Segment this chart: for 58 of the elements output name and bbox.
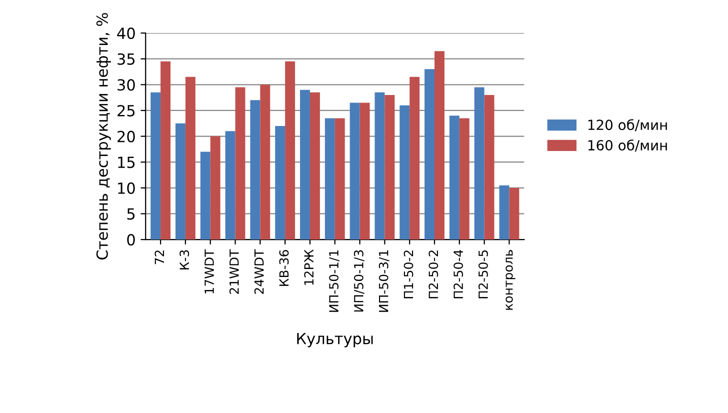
x-tick-label: ИП/50-1/3 <box>354 250 364 312</box>
bar <box>384 94 395 240</box>
legend-label: 160 об/мин <box>588 140 667 152</box>
bar <box>400 105 410 240</box>
x-tick-label: ИП-50-1/1 <box>329 250 340 312</box>
bar <box>424 69 434 240</box>
x-tick-label: 72 <box>154 250 164 264</box>
bar <box>225 131 236 240</box>
x-tick-label: П1-50-2 <box>404 250 414 298</box>
x-tick-label: ИП-50-3/1 <box>378 250 390 312</box>
bar <box>324 118 335 240</box>
bar <box>449 116 460 240</box>
legend-label: 120 об/мин <box>588 119 667 132</box>
y-tick-label: 15 <box>118 156 135 168</box>
bar <box>410 76 420 240</box>
x-tick-label: 21WDT <box>229 249 239 294</box>
y-tick-label: 10 <box>118 182 135 194</box>
bar <box>150 92 161 240</box>
bar <box>360 102 370 240</box>
x-tick-label: П2-50-2 <box>428 250 438 298</box>
y-axis-title: Степень деструкции нефти, % <box>96 13 111 260</box>
x-tick-label: 24WDT <box>254 249 264 294</box>
x-tick-label: К-3 <box>180 250 190 270</box>
bar <box>434 51 444 240</box>
y-tick-label: 0 <box>127 234 135 246</box>
bar <box>275 126 286 240</box>
y-tick-label: 30 <box>118 79 135 91</box>
x-tick-label: 17WDT <box>204 249 214 294</box>
x-tick-label: 12РЖ <box>304 250 314 285</box>
bar <box>474 87 484 240</box>
x-tick-label: контроль <box>506 250 516 310</box>
bar <box>334 118 345 240</box>
x-tick-label: КВ-36 <box>279 250 289 286</box>
bar <box>200 152 210 240</box>
bar <box>260 84 270 240</box>
x-axis-title: Культуры <box>297 332 373 348</box>
bar <box>499 185 510 240</box>
bar <box>509 188 520 240</box>
x-tick-label: П2-50-5 <box>478 250 488 298</box>
bar <box>235 87 246 240</box>
bar <box>175 123 186 240</box>
bar <box>310 92 320 240</box>
bar <box>250 100 260 240</box>
bar <box>459 118 470 240</box>
y-tick-label: 5 <box>127 208 135 220</box>
bar <box>374 92 385 240</box>
bar <box>285 61 296 240</box>
bar <box>350 102 360 240</box>
bar <box>160 61 171 240</box>
bar <box>185 76 196 240</box>
y-tick-label: 35 <box>118 53 135 65</box>
y-tick-label: 20 <box>118 130 135 142</box>
bar <box>484 94 494 240</box>
bar <box>300 90 310 240</box>
bar <box>210 136 220 240</box>
y-tick-label: 25 <box>118 104 135 116</box>
x-tick-label: П2-50-4 <box>454 250 464 298</box>
y-tick-label: 40 <box>117 28 135 40</box>
